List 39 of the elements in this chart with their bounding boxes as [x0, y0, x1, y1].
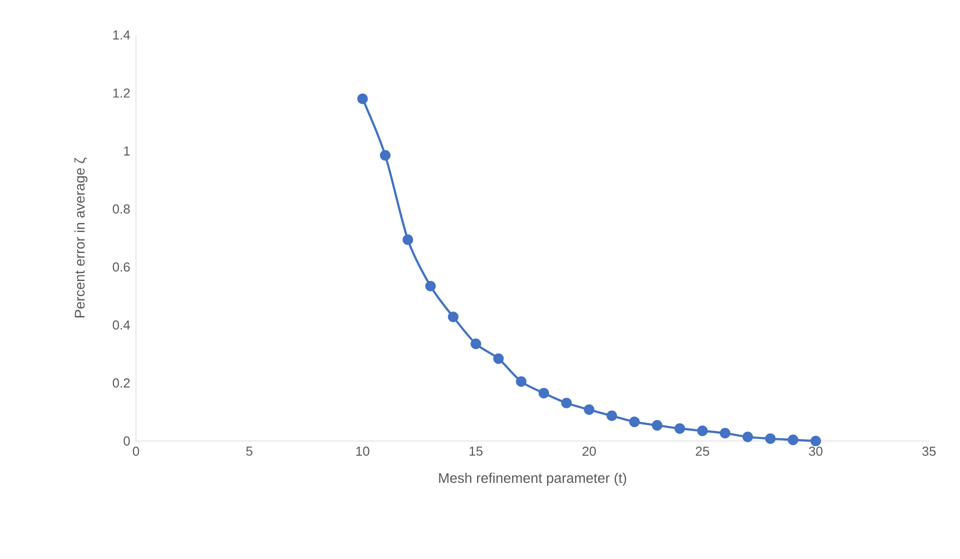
point — [674, 423, 686, 434]
y-tick-label: 0 — [124, 436, 130, 446]
x-tick-label: 0 — [132, 446, 140, 456]
point — [720, 428, 730, 438]
point — [652, 420, 662, 431]
point — [538, 388, 550, 398]
point — [584, 404, 594, 415]
y-tick-label: 1.2 — [113, 88, 130, 98]
x-tick-label: 15 — [470, 446, 483, 456]
point — [788, 434, 798, 446]
point — [516, 376, 526, 387]
x-axis-title: Mesh refinement parameter (t) — [439, 472, 626, 486]
point — [629, 416, 640, 428]
point — [470, 338, 482, 350]
point — [697, 426, 708, 436]
y-tick-label: 0.8 — [112, 204, 130, 214]
point — [810, 436, 822, 446]
point — [448, 312, 458, 322]
x-tick-label: 20 — [582, 446, 596, 456]
point — [357, 93, 368, 104]
x-tick-label: 5 — [246, 446, 252, 456]
y-axis-title: Percent error in average ζ — [74, 158, 88, 318]
point — [493, 353, 504, 364]
x-tick-label: 30 — [808, 446, 822, 456]
y-tick-label: 0.2 — [112, 378, 130, 388]
x-tick-label: 10 — [356, 446, 370, 456]
y-tick-label: 0.6 — [112, 262, 130, 272]
point — [561, 398, 572, 408]
y-tick-label: 1.4 — [113, 30, 130, 40]
point — [606, 410, 618, 422]
point — [425, 280, 436, 292]
point — [402, 234, 414, 246]
point — [742, 432, 754, 442]
point — [765, 433, 776, 444]
y-tick-label: 1 — [124, 146, 130, 156]
x-tick-label: 25 — [696, 446, 710, 456]
x-tick-label: 35 — [922, 446, 936, 456]
y-tick-label: 0.4 — [112, 320, 130, 330]
point — [380, 150, 391, 161]
